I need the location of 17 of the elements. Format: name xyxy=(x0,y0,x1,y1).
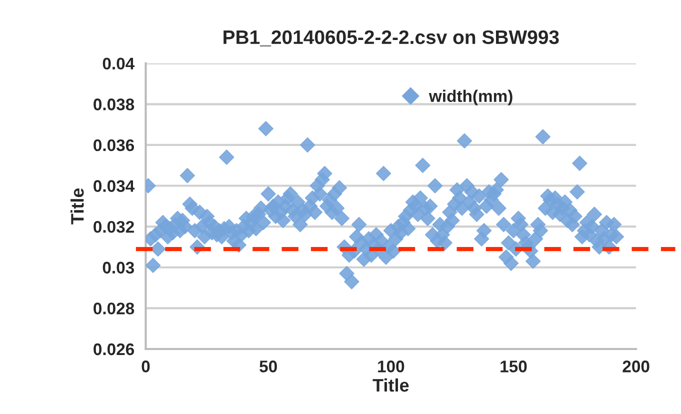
x-tick-label: 200 xyxy=(622,360,650,372)
x-tick-label: 100 xyxy=(378,360,404,372)
y-tick-label: 0.026 xyxy=(94,343,134,356)
chart-title: PB1_20140605-2-2-2.csv on SBW993 xyxy=(224,30,559,46)
x-tick-label: 0 xyxy=(142,360,150,372)
y-tick-label: 0.032 xyxy=(94,220,134,233)
x-axis-title: Title xyxy=(372,378,409,392)
y-tick-label: 0.034 xyxy=(94,180,135,192)
y-tick-label: 0.03 xyxy=(102,262,134,274)
y-tick-label: 0.038 xyxy=(94,98,134,110)
y-tick-label: 0.028 xyxy=(94,302,134,314)
y-tick-label: 0.04 xyxy=(102,58,135,70)
y-axis-title: Title xyxy=(70,188,84,224)
x-tick-label: 150 xyxy=(500,360,527,372)
x-tick-label: 50 xyxy=(260,360,277,372)
y-tick-label: 0.036 xyxy=(94,139,134,152)
legend-label: width(mm) xyxy=(428,90,512,106)
